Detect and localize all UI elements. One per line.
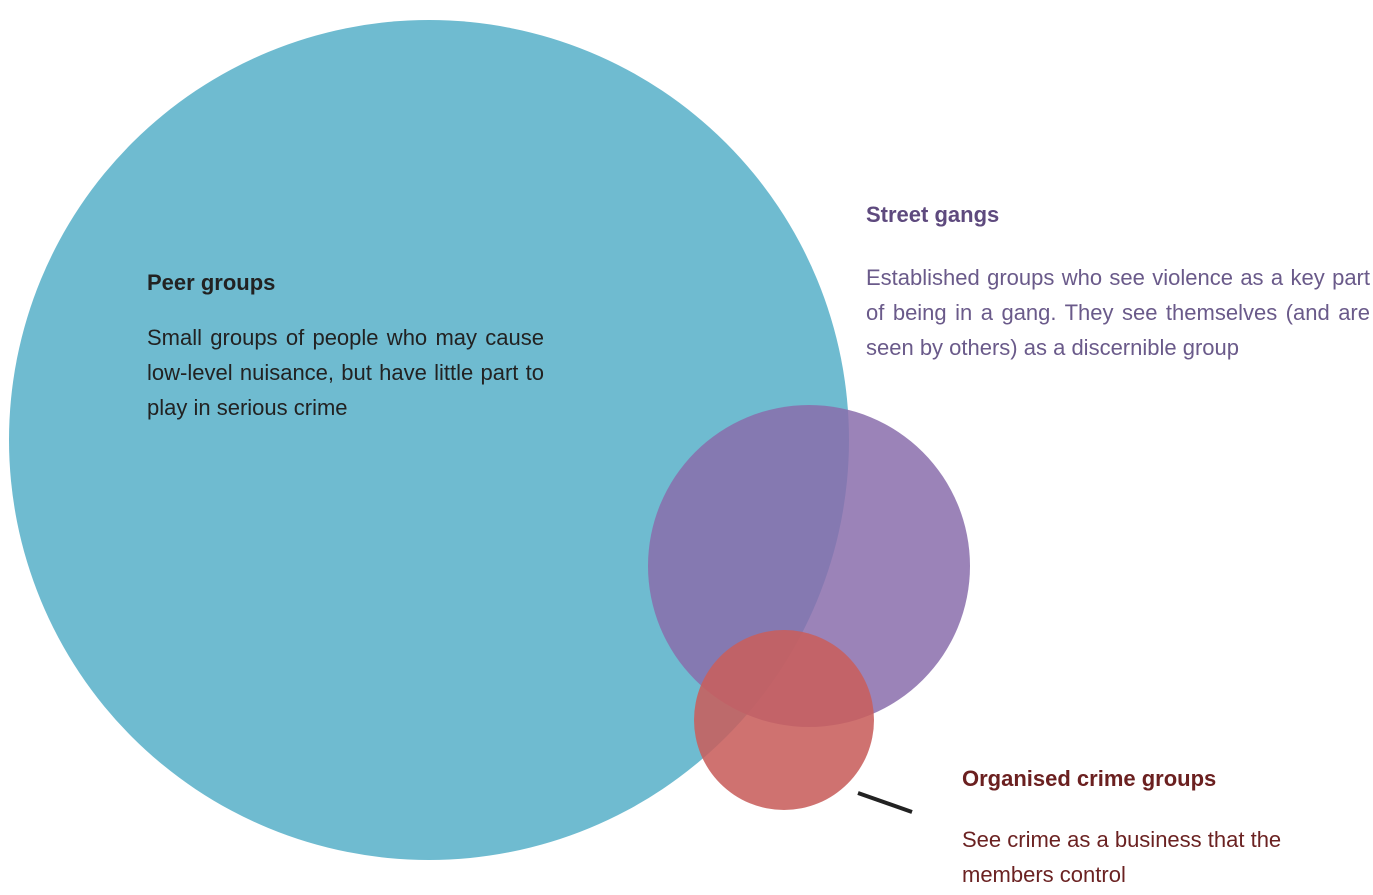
peer-title: Peer groups: [147, 270, 276, 295]
peer-groups-block: Peer groups Small groups of people who m…: [147, 268, 544, 425]
street-text: Established groups who see violence as a…: [866, 265, 1370, 360]
org-text: See crime as a business that the members…: [962, 827, 1282, 887]
peer-text: Small groups of people who may cause low…: [147, 325, 544, 420]
organised-crime-block: Organised crime groups See crime as a bu…: [962, 764, 1362, 892]
pointer-line: [857, 791, 913, 814]
org-title: Organised crime groups: [962, 766, 1217, 791]
street-gangs-block: Street gangs Established groups who see …: [866, 200, 1370, 365]
org-circle: [694, 630, 874, 810]
street-title: Street gangs: [866, 202, 1000, 227]
peer-circle: [9, 20, 849, 860]
street-circle: [648, 405, 970, 727]
